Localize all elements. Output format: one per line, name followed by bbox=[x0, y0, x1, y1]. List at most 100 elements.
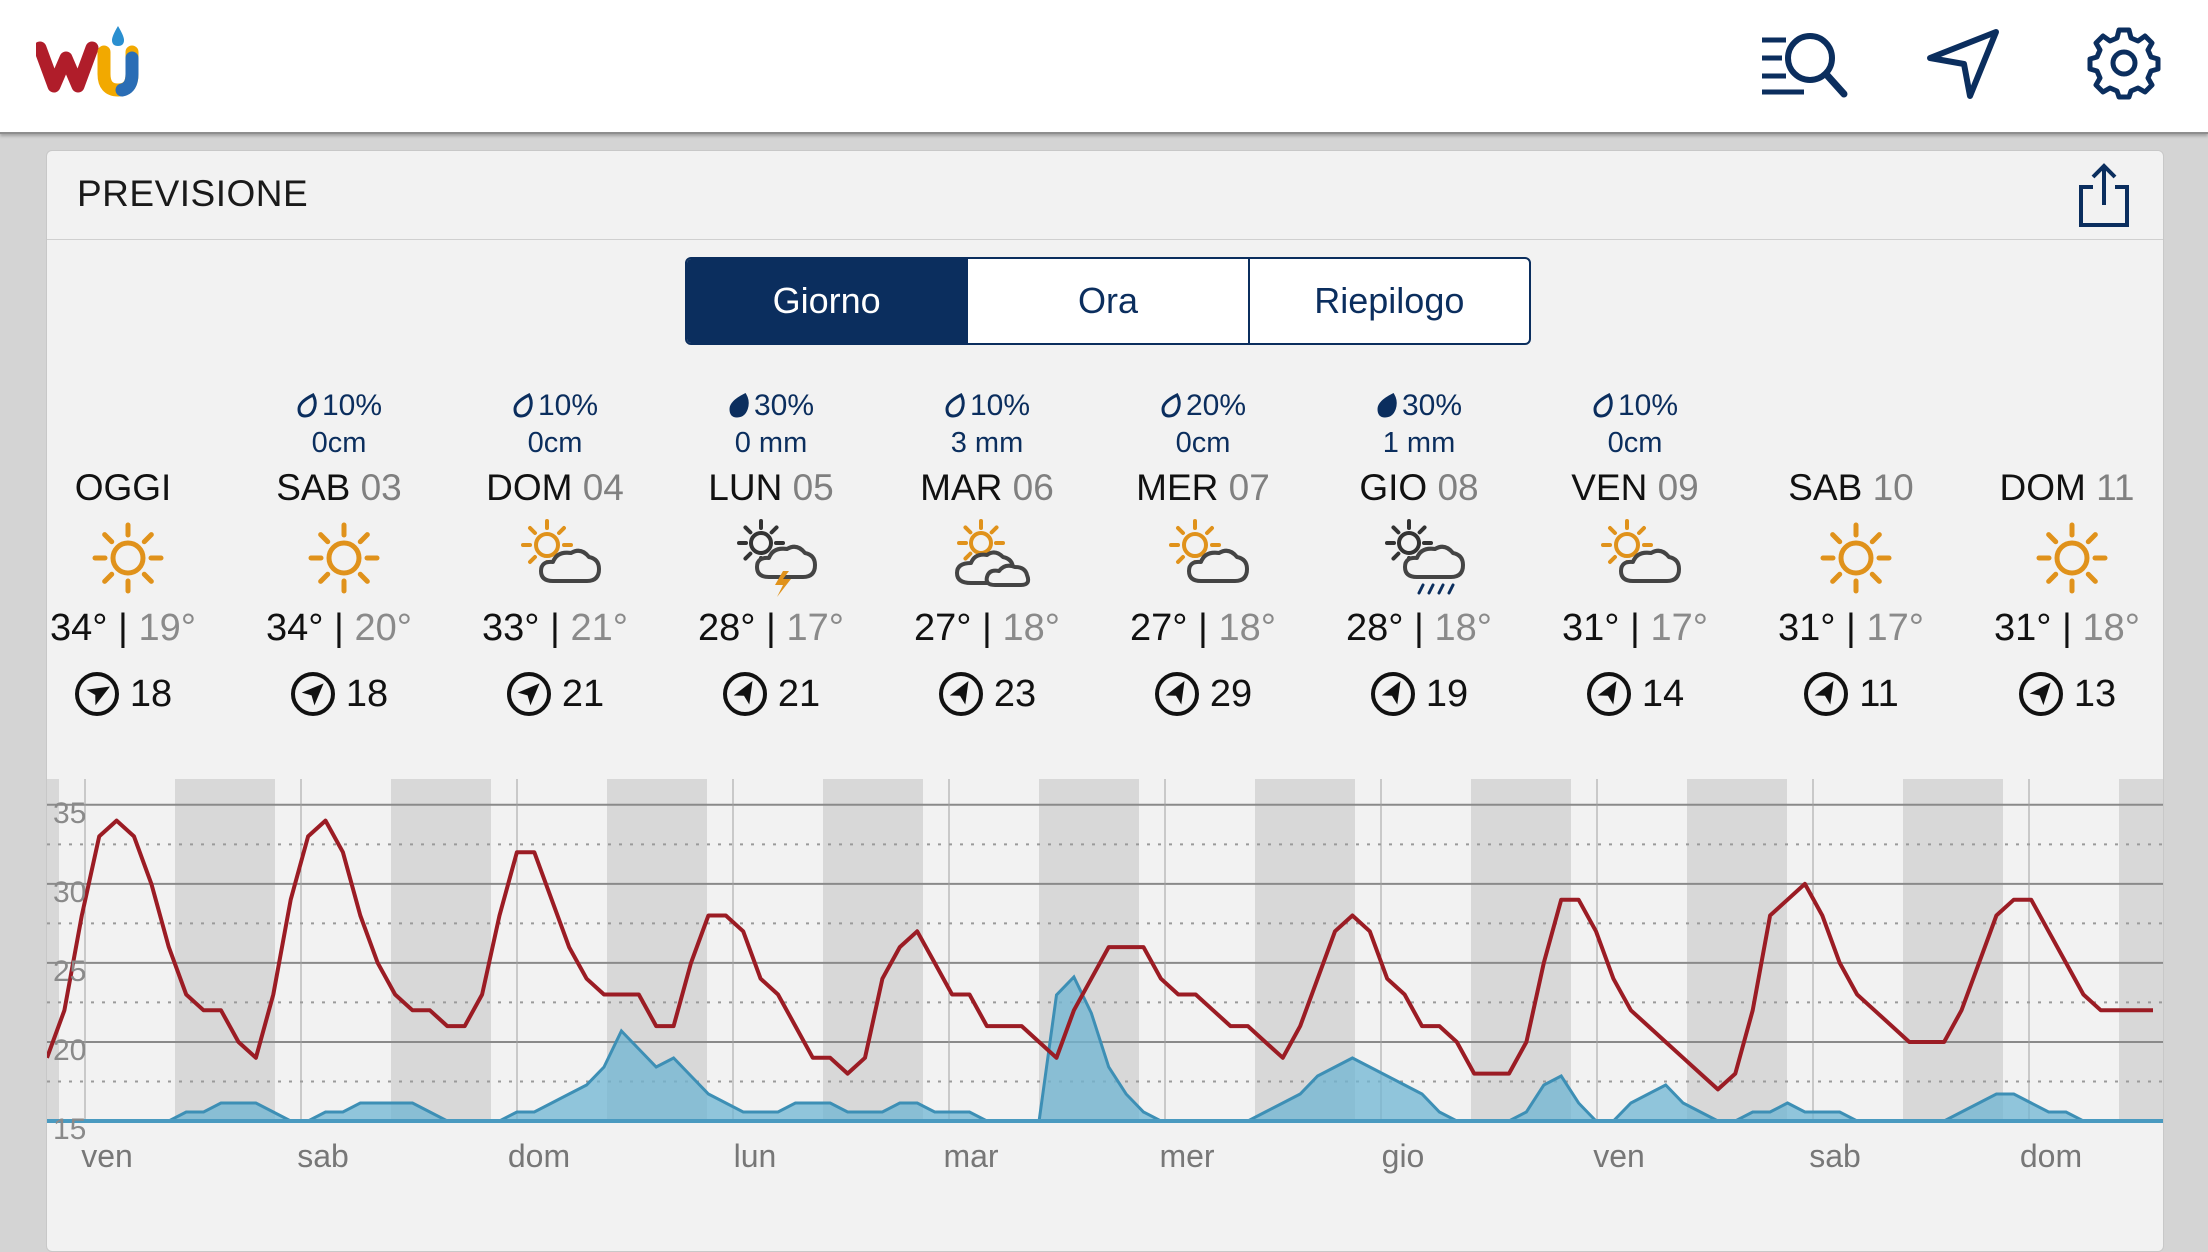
temperature-range: 28° | 18° bbox=[1346, 607, 1492, 649]
day-column[interactable]: 10% 0cm SAB 03 34° | 20° 18 bbox=[239, 381, 439, 721]
day-number: 04 bbox=[582, 467, 624, 508]
temp-high: 31° bbox=[1562, 607, 1620, 649]
temp-low: 17° bbox=[786, 607, 844, 649]
night-band bbox=[175, 779, 275, 1121]
temp-high: 28° bbox=[698, 607, 756, 649]
x-tick-label: ven bbox=[81, 1138, 133, 1174]
precip-chance: 30% bbox=[671, 389, 871, 423]
day-name: SAB bbox=[276, 467, 351, 508]
precip-amount: 3 mm bbox=[950, 427, 1024, 459]
temperature-range: 34° | 19° bbox=[50, 607, 196, 649]
temperature-range: 31° | 18° bbox=[1994, 607, 2140, 649]
precip-chance: 10% bbox=[1535, 389, 1735, 423]
day-column[interactable]: DOM 11 31° | 18° 13 bbox=[1967, 381, 2167, 721]
day-label: DOM 04 bbox=[455, 467, 655, 509]
precip-percent: 10% bbox=[1617, 389, 1679, 422]
temp-low: 17° bbox=[1866, 607, 1924, 649]
tab-riepilogo[interactable]: Riepilogo bbox=[1314, 280, 1465, 321]
temp-low: 17° bbox=[1650, 607, 1708, 649]
sun-icon bbox=[308, 522, 380, 594]
search-list-icon[interactable] bbox=[1758, 26, 1848, 100]
day-label: OGGI bbox=[23, 467, 223, 509]
day-number: 07 bbox=[1228, 467, 1270, 508]
wind-speed: 21 bbox=[777, 672, 821, 715]
wind-speed: 13 bbox=[2073, 672, 2117, 715]
wu-logo[interactable] bbox=[36, 24, 146, 100]
day-number: 03 bbox=[360, 467, 402, 508]
x-tick-label: sab bbox=[297, 1138, 349, 1174]
day-label: SAB 03 bbox=[239, 467, 439, 509]
day-name: VEN bbox=[1571, 467, 1648, 508]
day-column[interactable]: 30% 0 mm LUN 05 28° | 17° 21 bbox=[671, 381, 871, 721]
day-number: 11 bbox=[2096, 467, 2135, 508]
day-column[interactable]: 10% 0cm VEN 09 31° | 17° 14 bbox=[1535, 381, 1735, 721]
day-name: GIO bbox=[1359, 467, 1428, 508]
precip-chance: 10% bbox=[455, 389, 655, 423]
wind-speed: 18 bbox=[345, 672, 389, 715]
wind-direction-icon bbox=[1154, 672, 1199, 716]
precip-amount: 1 mm bbox=[1382, 427, 1456, 459]
wind: 13 bbox=[1967, 671, 2167, 717]
sun-icon bbox=[2036, 522, 2108, 594]
wind-speed: 19 bbox=[1425, 672, 1469, 715]
tab-giorno[interactable]: Giorno bbox=[687, 259, 969, 343]
day-column[interactable]: 20% 0cm MER 07 27° | 18° 29 bbox=[1103, 381, 1303, 721]
day-name: DOM bbox=[486, 467, 573, 508]
wind-direction-icon bbox=[506, 672, 551, 716]
day-column[interactable]: 10% 0cm DOM 04 33° | 21° 21 bbox=[455, 381, 655, 721]
night-band bbox=[1471, 779, 1571, 1121]
precip-chance: 20% bbox=[1103, 389, 1303, 423]
temp-high: 31° bbox=[1778, 607, 1836, 649]
temp-low: 18° bbox=[1002, 607, 1060, 649]
day-column[interactable]: OGGI 34° | 19° 18 bbox=[23, 381, 223, 721]
wind: 21 bbox=[455, 671, 655, 717]
precip-amount: 0 mm bbox=[734, 427, 808, 459]
x-tick-label: gio bbox=[1382, 1138, 1425, 1174]
precip-chance: 10% bbox=[887, 389, 1087, 423]
day-column[interactable]: 30% 1 mm GIO 08 28° | 18° 19 bbox=[1319, 381, 1519, 721]
wind-direction-icon bbox=[1804, 672, 1849, 716]
temp-low: 18° bbox=[2082, 607, 2140, 649]
temperature-range: 34° | 20° bbox=[266, 607, 412, 649]
temp-high: 28° bbox=[1346, 607, 1404, 649]
temp-high: 31° bbox=[1994, 607, 2052, 649]
precip-series-area bbox=[47, 974, 2153, 1123]
tab-ora[interactable]: Ora bbox=[968, 259, 1250, 343]
partly-cloudy-icon bbox=[521, 519, 601, 583]
gear-icon[interactable] bbox=[2080, 26, 2170, 100]
temp-low: 19° bbox=[138, 607, 196, 649]
raindrop-icon bbox=[513, 393, 533, 418]
x-tick-label: mer bbox=[1159, 1138, 1214, 1174]
rain-icon bbox=[1385, 519, 1465, 595]
wind: 23 bbox=[887, 671, 1087, 717]
precip-chance: 30% bbox=[1319, 389, 1519, 423]
temperature-range: 28° | 17° bbox=[698, 607, 844, 649]
temperature-range: 31° | 17° bbox=[1562, 607, 1708, 649]
precip-percent: 20% bbox=[1185, 389, 1247, 422]
wind-speed: 14 bbox=[1641, 672, 1685, 715]
y-tick-label: 15 bbox=[53, 1113, 86, 1146]
day-number: 05 bbox=[792, 467, 834, 508]
wind: 18 bbox=[23, 671, 223, 717]
day-column[interactable]: 10% 3 mm MAR 06 27° | 18° 23 bbox=[887, 381, 1087, 721]
temperature-range: 31° | 17° bbox=[1778, 607, 1924, 649]
card-title: PREVISIONE bbox=[77, 173, 309, 214]
precip-amount: 0cm bbox=[1607, 427, 1663, 459]
share-icon[interactable] bbox=[2071, 161, 2137, 231]
raindrop-icon bbox=[945, 393, 965, 418]
daily-forecast: OGGI 34° | 19° 18 10% 0cm SAB 03 34° | 20° 18 1… bbox=[47, 381, 2163, 721]
sun-icon bbox=[1820, 522, 1892, 594]
wind: 11 bbox=[1751, 671, 1951, 717]
wind: 29 bbox=[1103, 671, 1303, 717]
location-arrow-icon[interactable] bbox=[1920, 26, 2010, 100]
day-label: LUN 05 bbox=[671, 467, 871, 509]
night-band bbox=[391, 779, 491, 1121]
precip-percent: 10% bbox=[321, 389, 383, 422]
day-label: MER 07 bbox=[1103, 467, 1303, 509]
temp-low: 18° bbox=[1434, 607, 1492, 649]
card-header: PREVISIONE bbox=[47, 151, 2163, 240]
day-column[interactable]: SAB 10 31° | 17° 11 bbox=[1751, 381, 1951, 721]
temperature-range: 27° | 18° bbox=[1130, 607, 1276, 649]
day-number: 09 bbox=[1657, 467, 1699, 508]
